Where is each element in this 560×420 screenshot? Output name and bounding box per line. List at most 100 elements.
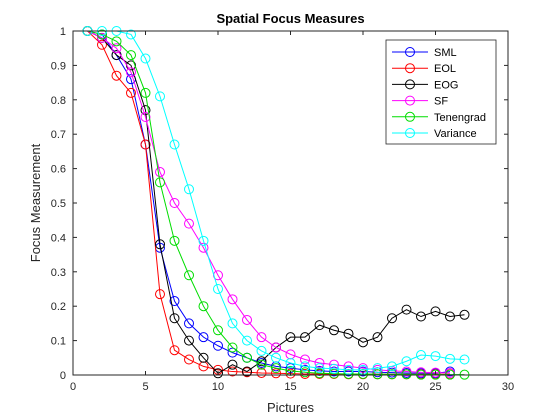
plot-frame [72,30,509,376]
data-point-variance [184,184,194,195]
data-point-sml [184,318,194,329]
legend-label: EOG [434,79,458,91]
x-tick-label: 25 [429,381,441,393]
data-point-eog [416,311,426,322]
legend-item-sf: SF [392,95,448,108]
legend-item-variance: Variance [392,128,477,140]
legend: SML EOL EOG SF Tenengrad Variance [385,39,497,145]
data-point-eog [372,332,383,343]
data-point-variance [213,284,223,294]
x-tick-label: 10 [212,381,224,393]
data-point-eog [227,359,238,370]
data-point-tenengrad [227,342,238,353]
y-tick-label: 0.1 [51,336,66,348]
data-point-variance [140,53,151,64]
data-point-eog [300,332,310,343]
y-tick-label: 1 [60,26,66,38]
data-point-eol [111,70,122,81]
data-point-eog [387,313,397,324]
legend-marker [405,79,415,90]
legend-marker [405,63,415,74]
legend-label: SF [434,96,448,108]
legend-items: SML EOL EOG SF Tenengrad Variance [392,47,486,140]
data-point-tenengrad [314,368,325,379]
data-point-eol [285,368,296,379]
data-point-sf [198,242,209,253]
legend-marker [405,111,415,122]
y-tick-label: 0.2 [51,301,66,313]
data-point-variance [387,361,397,372]
x-tick-label: 0 [70,381,76,393]
data-point-eog [401,304,412,315]
data-point-tenengrad [213,325,223,336]
data-point-tenengrad [271,363,281,374]
data-point-tenengrad [242,352,252,363]
data-point-sf [314,357,325,368]
data-point-sf [184,218,194,229]
data-point-variance [372,363,383,374]
legend-label: EOL [434,63,456,75]
data-point-eol [271,368,281,379]
data-point-tenengrad [126,50,136,61]
data-point-variance [300,361,310,372]
data-point-eog [459,309,470,320]
data-point-tenengrad [372,369,383,380]
data-point-eog [343,328,354,339]
data-point-variance [155,91,165,102]
data-point-eog [155,239,165,250]
data-point-eog [430,306,441,317]
data-point-tenengrad [184,270,194,281]
data-point-sf [256,332,267,343]
y-tick-label: 0.3 [51,267,66,279]
data-point-variance [430,351,441,362]
data-point-eog [256,356,267,367]
data-point-eog [242,366,252,377]
legend-label: SML [434,47,457,59]
data-point-eol [256,367,267,378]
data-point-variance [445,353,455,364]
legend-marker [405,95,415,106]
legend-marker [405,128,415,138]
x-axis-label: Pictures [267,400,314,415]
data-point-variance [343,364,354,375]
data-point-sf [300,354,310,365]
data-point-eog [213,368,223,379]
data-point-eog [329,325,339,336]
data-point-sf [416,367,426,378]
legend-item-eog: EOG [392,79,458,91]
data-point-tenengrad [169,235,180,246]
data-point-variance [416,350,426,361]
data-point-sml [213,340,223,351]
data-point-sf [242,314,252,325]
y-tick-label: 0.5 [51,198,66,210]
data-point-variance [242,335,252,346]
data-point-variance [314,363,325,374]
data-point-eog [358,337,368,348]
data-point-eol [184,354,194,365]
series-line-sml [87,30,451,374]
data-point-sf [126,67,136,78]
data-point-eol [140,139,151,150]
data-point-variance [126,29,136,40]
data-point-variance [198,235,209,246]
data-point-sf [155,167,165,178]
y-tick-label: 0.9 [51,60,66,72]
legend-label: Tenengrad [434,112,486,124]
data-point-tenengrad [300,367,310,378]
y-axis-label: Focus Measurement [28,143,43,262]
data-point-tenengrad [401,369,412,380]
data-point-tenengrad [155,177,165,188]
data-point-sf [271,342,281,353]
data-point-sf [169,198,180,208]
data-point-sf [111,43,122,54]
y-tick-label: 0.7 [51,129,66,141]
y-tick-label: 0.4 [51,232,66,244]
data-point-sml [198,332,209,343]
legend-item-tenengrad: Tenengrad [392,111,486,124]
data-point-variance [401,356,412,367]
x-tick-label: 20 [357,381,369,393]
data-point-variance [256,345,267,356]
data-point-tenengrad [97,29,107,40]
data-point-tenengrad [198,301,209,312]
